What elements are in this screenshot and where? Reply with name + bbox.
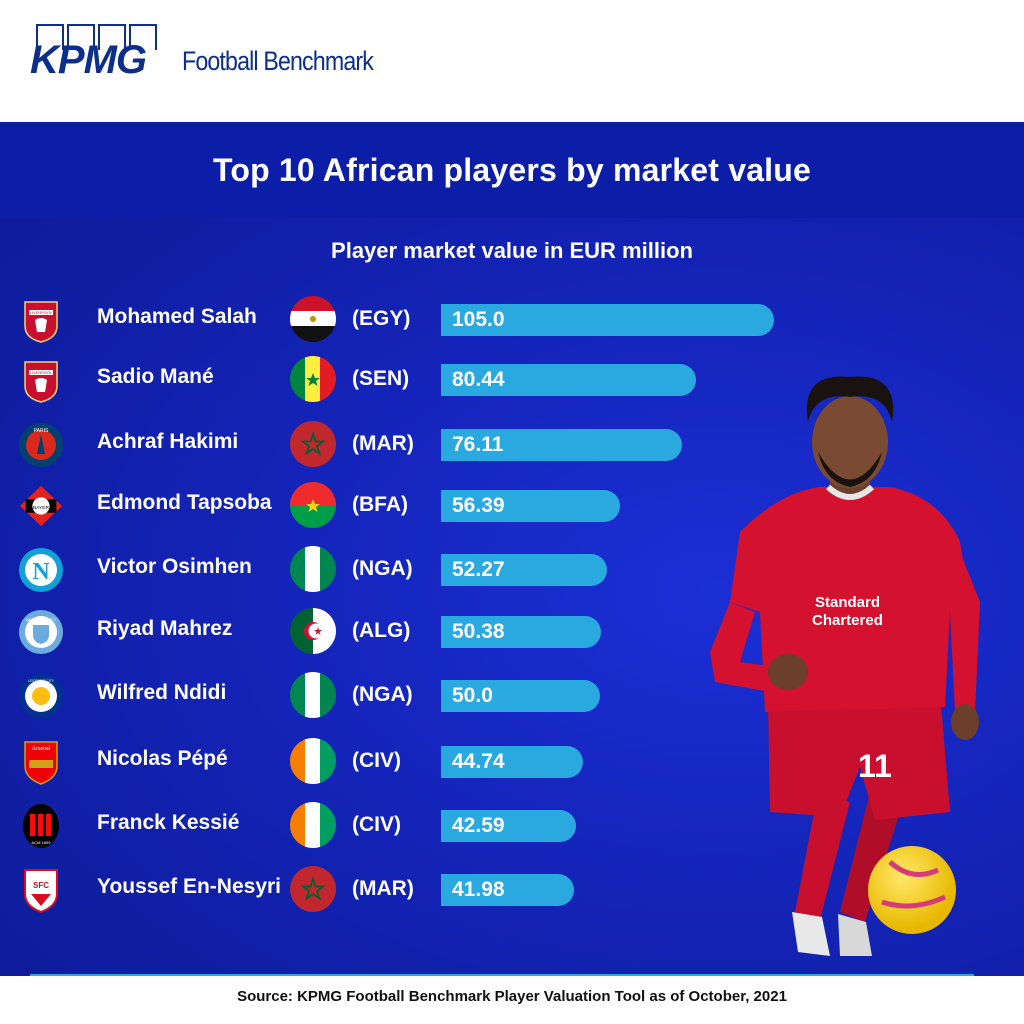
sevilla-crest-icon: SFC [18,866,64,914]
svg-text:Standard: Standard [815,594,880,611]
bar-row: PARIS Achraf Hakimi (MAR) 76.11 [0,417,1024,477]
country-code: (SEN) [352,367,410,390]
data-label: 105.0 [452,308,505,331]
category-label: Sadio Mané [97,365,214,388]
title-band: Top 10 African players by market value [0,122,1024,218]
player-photo: Standard Chartered 11 [710,376,980,956]
svg-text:MANCHESTER CITY: MANCHESTER CITY [26,618,57,622]
data-label: 50.38 [452,620,505,643]
bar [441,874,574,906]
leicester-crest-icon: LEICESTER CITY [18,672,64,720]
svg-text:PARIS: PARIS [34,428,49,434]
country-flag-icon [290,546,336,592]
bar [441,490,620,522]
data-label: 50.0 [452,684,493,707]
country-flag-icon [290,802,336,848]
bar [441,616,601,648]
country-code: (CIV) [352,813,401,836]
svg-text:BAYER: BAYER [33,505,49,511]
psg-crest-icon: PARIS [18,421,64,469]
data-label: 44.74 [452,750,505,773]
category-label: Achraf Hakimi [97,430,239,453]
category-label: Youssef En-Nesyri [97,875,282,898]
data-label: 80.44 [452,368,505,391]
ac-milan-crest-icon: ACM 1899 [18,802,64,850]
data-label: 76.11 [452,433,504,456]
napoli-crest-icon: N [18,546,64,594]
chart-panel: Top 10 African players by market value P… [0,122,1024,976]
svg-text:ACM 1899: ACM 1899 [32,840,52,845]
bar [441,304,774,336]
category-label: Riyad Mahrez [97,617,233,640]
bar-row: MANCHESTER CITY Riyad Mahrez (ALG) 50.38 [0,604,1024,664]
country-code: (MAR) [352,877,414,900]
bar [441,554,607,586]
category-label: Wilfred Ndidi [97,681,227,704]
country-code: (BFA) [352,493,408,516]
country-code: (ALG) [352,619,411,642]
liverpool-crest-icon: LIVERPOOL [18,296,64,344]
bar [441,810,576,842]
bar-row: LIVERPOOL Sadio Mané (SEN) 80.44 [0,352,1024,412]
kpmg-logo-boxes [36,24,157,50]
data-label: 41.98 [452,878,505,901]
country-flag-icon [290,672,336,718]
liverpool-crest-icon: LIVERPOOL [18,356,64,404]
svg-text:Arsenal: Arsenal [32,746,51,752]
arsenal-crest-icon: Arsenal [18,738,64,786]
chart-title: Top 10 African players by market value [212,151,812,188]
bar [441,364,696,396]
country-code: (MAR) [352,432,414,455]
data-label: 42.59 [452,814,505,837]
brand-subtitle: Football Benchmark [182,46,374,76]
bar-row: ACM 1899 Franck Kessié (CIV) 42.59 [0,798,1024,858]
bar-row: LIVERPOOL Mohamed Salah (EGY) 105.0 [0,292,1024,352]
category-label: Victor Osimhen [97,555,252,578]
country-code: (EGY) [352,307,411,330]
svg-text:11: 11 [858,748,892,784]
footer-divider [30,974,974,976]
country-flag-icon [290,866,336,912]
data-label: 52.27 [452,558,505,581]
category-label: Edmond Tapsoba [97,491,272,514]
source-note: Source: KPMG Football Benchmark Player V… [237,988,787,1005]
country-code: (CIV) [352,749,401,772]
bar [441,746,583,778]
chart-subtitle: Player market value in EUR million [331,238,693,263]
svg-text:Chartered: Chartered [812,612,883,629]
svg-text:N: N [32,559,50,585]
country-code: (NGA) [352,683,413,706]
bar-row: BAYER Edmond Tapsoba (BFA) 56.39 [0,478,1024,538]
svg-text:LEICESTER CITY: LEICESTER CITY [28,679,55,683]
leverkusen-crest-icon: BAYER [18,482,64,530]
category-label: Franck Kessié [97,811,240,834]
svg-text:LIVERPOOL: LIVERPOOL [30,310,53,315]
page-header: KPMG Football Benchmark [0,0,1024,122]
country-flag-icon [290,296,336,342]
category-label: Mohamed Salah [97,305,257,328]
category-label: Nicolas Pépé [97,747,228,770]
country-flag-icon [290,608,336,654]
man-city-crest-icon: MANCHESTER CITY [18,608,64,656]
bar-row: Arsenal Nicolas Pépé (CIV) 44.74 [0,734,1024,794]
bar-row: SFC Youssef En-Nesyri (MAR) 41.98 [0,862,1024,922]
svg-text:LIVERPOOL: LIVERPOOL [30,370,53,375]
data-label: 56.39 [452,494,505,517]
kpmg-logo-text: KPMG [30,38,147,82]
bar [441,680,600,712]
country-flag-icon [290,356,336,402]
svg-text:SFC: SFC [33,881,49,890]
country-flag-icon [290,738,336,784]
kpmg-logo: KPMG [30,24,160,82]
country-flag-icon [290,421,336,467]
country-flag-icon [290,482,336,528]
bar-row: LEICESTER CITY Wilfred Ndidi (NGA) 50.0 [0,668,1024,728]
country-code: (NGA) [352,557,413,580]
bar [441,429,682,461]
bar-row: N Victor Osimhen (NGA) 52.27 [0,542,1024,602]
